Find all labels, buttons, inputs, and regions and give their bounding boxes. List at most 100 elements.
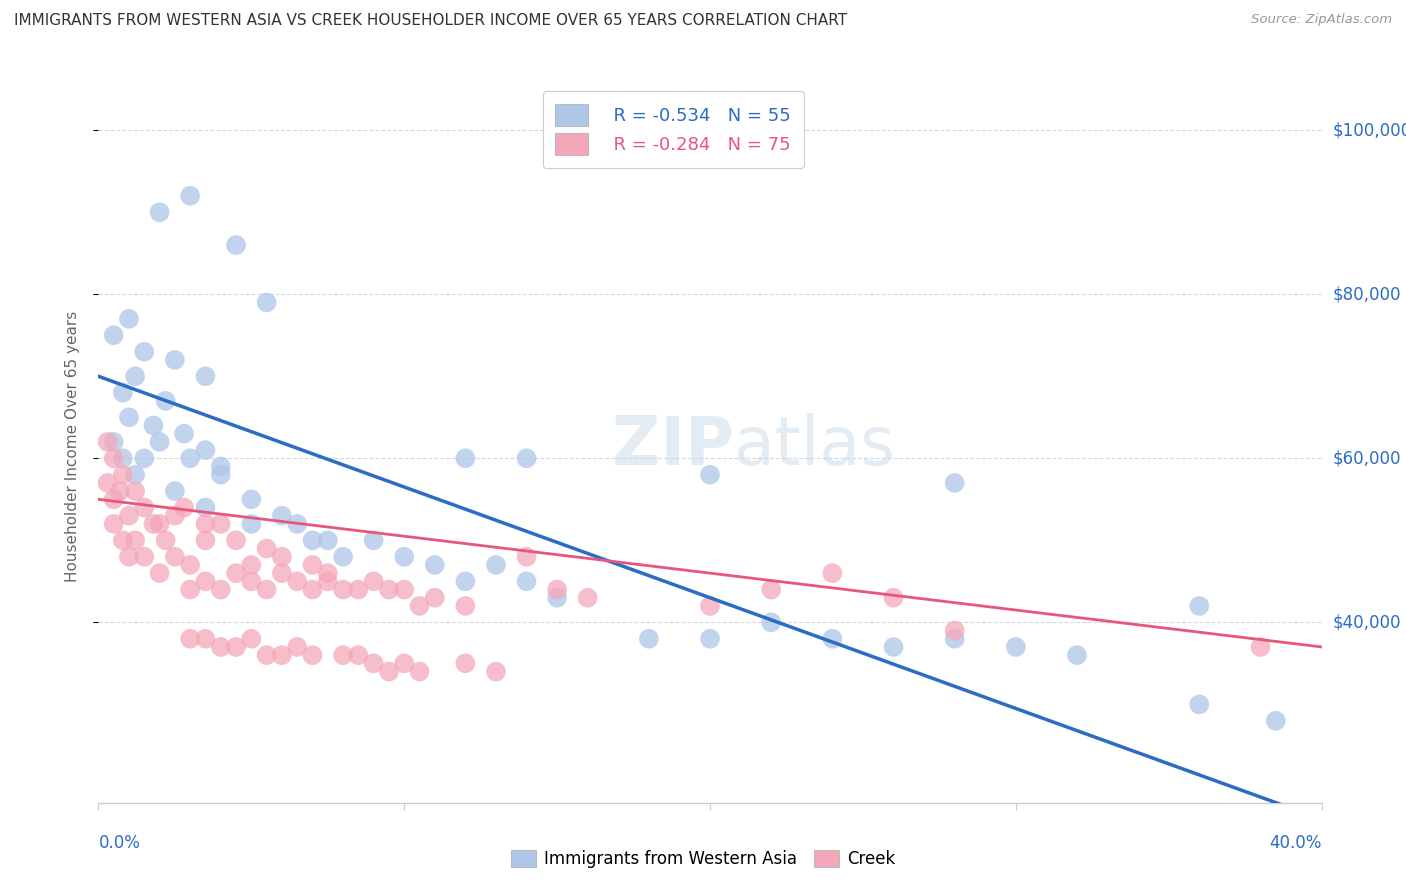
Point — [546, 582, 568, 597]
Point — [225, 640, 247, 654]
Point — [124, 467, 146, 482]
Point — [546, 591, 568, 605]
Point — [118, 549, 141, 564]
Point — [149, 205, 172, 219]
Point — [142, 516, 165, 531]
Point — [134, 500, 156, 515]
Point — [423, 558, 446, 572]
Point — [103, 451, 125, 466]
Point — [1188, 599, 1211, 613]
Point — [883, 640, 905, 654]
Point — [194, 632, 217, 646]
Point — [124, 484, 146, 499]
Point — [103, 328, 125, 343]
Point — [943, 624, 966, 638]
Point — [270, 648, 294, 662]
Point — [240, 632, 263, 646]
Point — [108, 484, 131, 499]
Point — [378, 582, 401, 597]
Point — [179, 632, 201, 646]
Point — [134, 549, 156, 564]
Point — [163, 352, 186, 367]
Point — [209, 582, 232, 597]
Text: $80,000: $80,000 — [1333, 285, 1402, 303]
Text: IMMIGRANTS FROM WESTERN ASIA VS CREEK HOUSEHOLDER INCOME OVER 65 YEARS CORRELATI: IMMIGRANTS FROM WESTERN ASIA VS CREEK HO… — [14, 13, 848, 29]
Text: 0.0%: 0.0% — [98, 834, 141, 852]
Point — [194, 516, 217, 531]
Text: atlas: atlas — [734, 413, 896, 479]
Point — [194, 500, 217, 515]
Point — [699, 467, 721, 482]
Point — [209, 467, 232, 482]
Point — [347, 648, 370, 662]
Legend:   R = -0.534   N = 55,   R = -0.284   N = 75: R = -0.534 N = 55, R = -0.284 N = 75 — [543, 91, 804, 168]
Point — [240, 574, 263, 589]
Text: $60,000: $60,000 — [1333, 450, 1402, 467]
Point — [134, 344, 156, 359]
Point — [332, 648, 354, 662]
Point — [301, 558, 323, 572]
Point — [155, 533, 177, 548]
Text: ZIP: ZIP — [613, 413, 734, 479]
Point — [423, 591, 446, 605]
Point — [301, 533, 323, 548]
Point — [111, 451, 134, 466]
Point — [111, 467, 134, 482]
Point — [699, 599, 721, 613]
Point — [209, 459, 232, 474]
Point — [163, 549, 186, 564]
Point — [270, 566, 294, 581]
Point — [1004, 640, 1026, 654]
Point — [316, 533, 339, 548]
Point — [347, 582, 370, 597]
Point — [270, 549, 294, 564]
Point — [392, 582, 416, 597]
Point — [485, 665, 508, 679]
Point — [454, 451, 477, 466]
Point — [454, 657, 477, 671]
Text: 40.0%: 40.0% — [1270, 834, 1322, 852]
Point — [163, 508, 186, 523]
Point — [173, 500, 195, 515]
Point — [103, 434, 125, 449]
Point — [179, 582, 201, 597]
Point — [124, 533, 146, 548]
Point — [111, 533, 134, 548]
Text: Source: ZipAtlas.com: Source: ZipAtlas.com — [1251, 13, 1392, 27]
Point — [516, 549, 538, 564]
Point — [194, 369, 217, 384]
Point — [173, 426, 195, 441]
Point — [209, 516, 232, 531]
Point — [392, 657, 416, 671]
Point — [485, 558, 508, 572]
Point — [761, 582, 783, 597]
Point — [761, 615, 783, 630]
Point — [454, 574, 477, 589]
Y-axis label: Householder Income Over 65 years: Householder Income Over 65 years — [65, 310, 80, 582]
Point — [516, 451, 538, 466]
Point — [225, 533, 247, 548]
Point — [285, 516, 308, 531]
Point — [256, 582, 278, 597]
Point — [1066, 648, 1088, 662]
Point — [270, 508, 294, 523]
Point — [209, 640, 232, 654]
Point — [118, 508, 141, 523]
Point — [256, 541, 278, 556]
Point — [943, 632, 966, 646]
Point — [332, 549, 354, 564]
Point — [240, 516, 263, 531]
Point — [179, 558, 201, 572]
Point — [301, 648, 323, 662]
Point — [97, 475, 120, 490]
Point — [103, 516, 125, 531]
Point — [194, 443, 217, 458]
Point — [637, 632, 661, 646]
Point — [883, 591, 905, 605]
Point — [943, 475, 966, 490]
Point — [179, 189, 201, 203]
Point — [142, 418, 165, 433]
Text: $40,000: $40,000 — [1333, 614, 1402, 632]
Point — [516, 574, 538, 589]
Point — [363, 657, 385, 671]
